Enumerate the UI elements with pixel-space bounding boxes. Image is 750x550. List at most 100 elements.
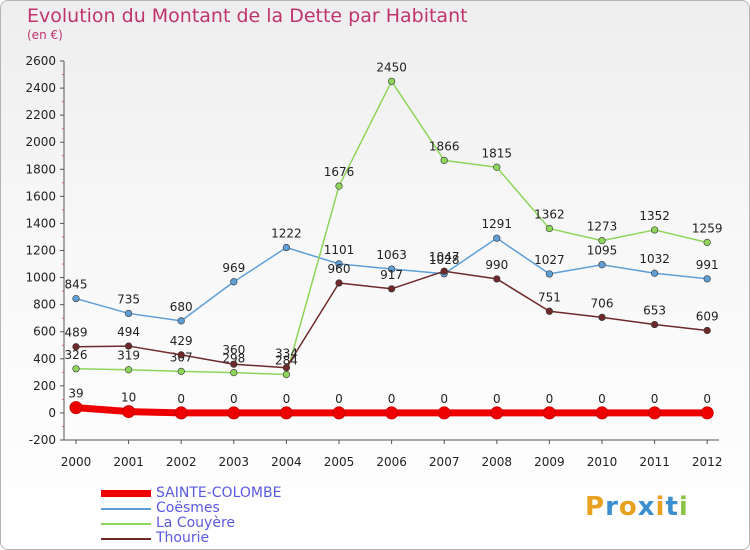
data-point	[437, 406, 451, 420]
y-tick-label: 2200	[25, 108, 56, 122]
y-tick-label: 2600	[25, 54, 56, 68]
data-point	[700, 406, 714, 420]
data-label: 1095	[587, 244, 618, 258]
data-label: 960	[328, 262, 351, 276]
data-label: 991	[696, 258, 719, 272]
data-label: 1866	[429, 139, 460, 153]
data-label: 2450	[376, 60, 407, 74]
data-point	[545, 270, 554, 278]
legend-label: La Couyère	[156, 515, 236, 531]
y-tick-label: 200	[33, 379, 56, 393]
y-tick-label: 1600	[25, 189, 56, 203]
data-label: 0	[283, 392, 291, 406]
data-point	[177, 317, 185, 325]
data-label: 1028	[429, 253, 460, 267]
data-label: 298	[222, 352, 245, 366]
data-point	[493, 275, 501, 283]
data-label: 0	[177, 392, 185, 406]
y-tick-label: 1800	[25, 162, 56, 176]
data-label: 1815	[482, 146, 513, 160]
data-label: 494	[117, 325, 140, 339]
data-label: 429	[170, 334, 193, 348]
legend-swatch	[101, 508, 151, 510]
y-tick-label: 600	[33, 325, 56, 339]
data-label: 0	[546, 392, 554, 406]
legend-swatch	[101, 538, 151, 540]
data-label: 10	[121, 391, 136, 405]
data-point	[650, 320, 659, 329]
data-label: 0	[598, 392, 606, 406]
data-point	[230, 278, 238, 286]
y-tick-label: 1400	[25, 216, 56, 230]
data-point	[230, 360, 238, 368]
data-point	[335, 182, 343, 190]
data-point	[335, 279, 343, 287]
data-point	[648, 406, 662, 420]
data-label: 1101	[324, 243, 355, 257]
data-label: 0	[703, 392, 711, 406]
data-point	[545, 307, 554, 315]
logo-letter: o	[618, 492, 638, 522]
data-point	[279, 406, 293, 420]
data-label: 751	[538, 290, 561, 304]
data-label: 653	[643, 304, 666, 318]
data-point	[440, 156, 448, 164]
y-tick-label: 2400	[25, 81, 56, 95]
data-label: 326	[65, 348, 88, 362]
x-tick-label: 2005	[324, 455, 355, 469]
logo-letter: r	[605, 492, 619, 522]
data-point	[177, 367, 185, 375]
data-point	[335, 260, 343, 268]
y-tick-label: 400	[33, 352, 56, 366]
data-point	[703, 326, 711, 335]
data-label: 990	[485, 258, 508, 272]
data-label: 680	[170, 300, 193, 314]
data-point	[598, 313, 606, 321]
data-label: 1032	[639, 252, 670, 266]
logo-letter: i	[655, 492, 666, 522]
x-tick-label: 2000	[61, 455, 92, 469]
data-label: 969	[222, 261, 245, 275]
data-point	[650, 226, 659, 234]
data-label: 1352	[639, 209, 670, 223]
x-tick-label: 2002	[166, 455, 197, 469]
data-point	[122, 405, 136, 419]
data-point	[598, 261, 606, 269]
data-label: 489	[65, 326, 88, 340]
data-label: 1362	[534, 208, 565, 222]
data-point	[177, 351, 185, 359]
legend-label: Coësmes	[156, 500, 220, 516]
x-tick-label: 2007	[429, 455, 460, 469]
data-point	[388, 285, 396, 293]
y-tick-label: 0	[48, 406, 56, 420]
y-tick-label: -200	[29, 433, 56, 447]
data-label: 1291	[482, 217, 513, 231]
data-point	[282, 243, 291, 252]
data-label: 1047	[429, 250, 460, 264]
data-label: 319	[117, 349, 140, 363]
x-tick-label: 2004	[271, 455, 302, 469]
data-point	[703, 275, 711, 283]
data-label: 0	[440, 392, 448, 406]
x-tick-label: 2011	[639, 455, 670, 469]
data-point	[385, 406, 399, 420]
data-point	[227, 406, 241, 420]
y-tick-label: 800	[33, 298, 56, 312]
data-label: 1027	[534, 253, 565, 267]
data-label: 1222	[271, 227, 302, 241]
data-point	[124, 366, 133, 374]
data-point	[282, 364, 291, 372]
data-point	[703, 238, 711, 247]
legend-label: Thourie	[156, 530, 210, 546]
logo-letter: i	[678, 492, 689, 522]
chart-subtitle: (en €)	[27, 28, 63, 42]
data-point	[545, 224, 554, 233]
data-point	[440, 267, 448, 275]
data-point	[72, 343, 80, 351]
data-label: 334	[275, 347, 298, 361]
data-point	[542, 406, 556, 420]
data-label: 0	[651, 392, 659, 406]
data-point	[282, 370, 291, 379]
data-point	[174, 406, 188, 420]
data-point	[595, 406, 609, 420]
